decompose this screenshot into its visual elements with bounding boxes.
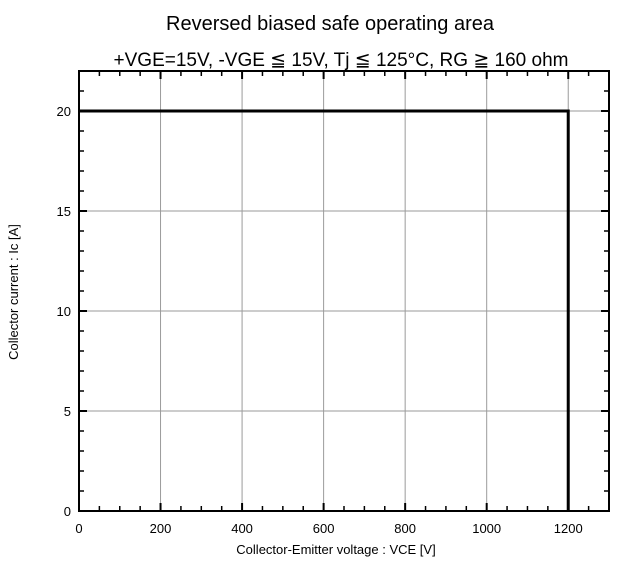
grid: [79, 71, 609, 511]
y-tick-label: 10: [57, 304, 71, 319]
y-tick-label: 15: [57, 204, 71, 219]
x-tick-labels: 0 200 400 600 800 1000 1200: [75, 521, 582, 536]
x-tick-label: 400: [231, 521, 253, 536]
x-axis-label: Collector-Emitter voltage : VCE [V]: [236, 542, 435, 557]
x-tick-label: 800: [394, 521, 416, 536]
chart-subtitle: +VGE=15V, -VGE ≦ 15V, Tj ≦ 125°C, RG ≧ 1…: [114, 50, 569, 71]
rbsoa-boundary-line: [79, 109, 570, 511]
y-tick-label: 5: [64, 404, 71, 419]
x-tick-label: 0: [75, 521, 82, 536]
y-tick-label: 20: [57, 104, 71, 119]
minor-ticks: [79, 71, 609, 511]
y-axis-label: Collector current : Ic [A]: [6, 224, 21, 360]
x-tick-label: 1000: [472, 521, 501, 536]
x-tick-label: 600: [313, 521, 335, 536]
chart-title: Reversed biased safe operating area: [166, 13, 495, 35]
major-ticks: [78, 71, 609, 512]
y-tick-label: 0: [64, 504, 71, 519]
y-tick-labels: 0 5 10 15 20: [57, 104, 71, 519]
series-layer: [79, 109, 570, 511]
x-tick-label: 1200: [554, 521, 583, 536]
x-tick-label: 200: [150, 521, 172, 536]
plot-frame: [78, 70, 610, 512]
